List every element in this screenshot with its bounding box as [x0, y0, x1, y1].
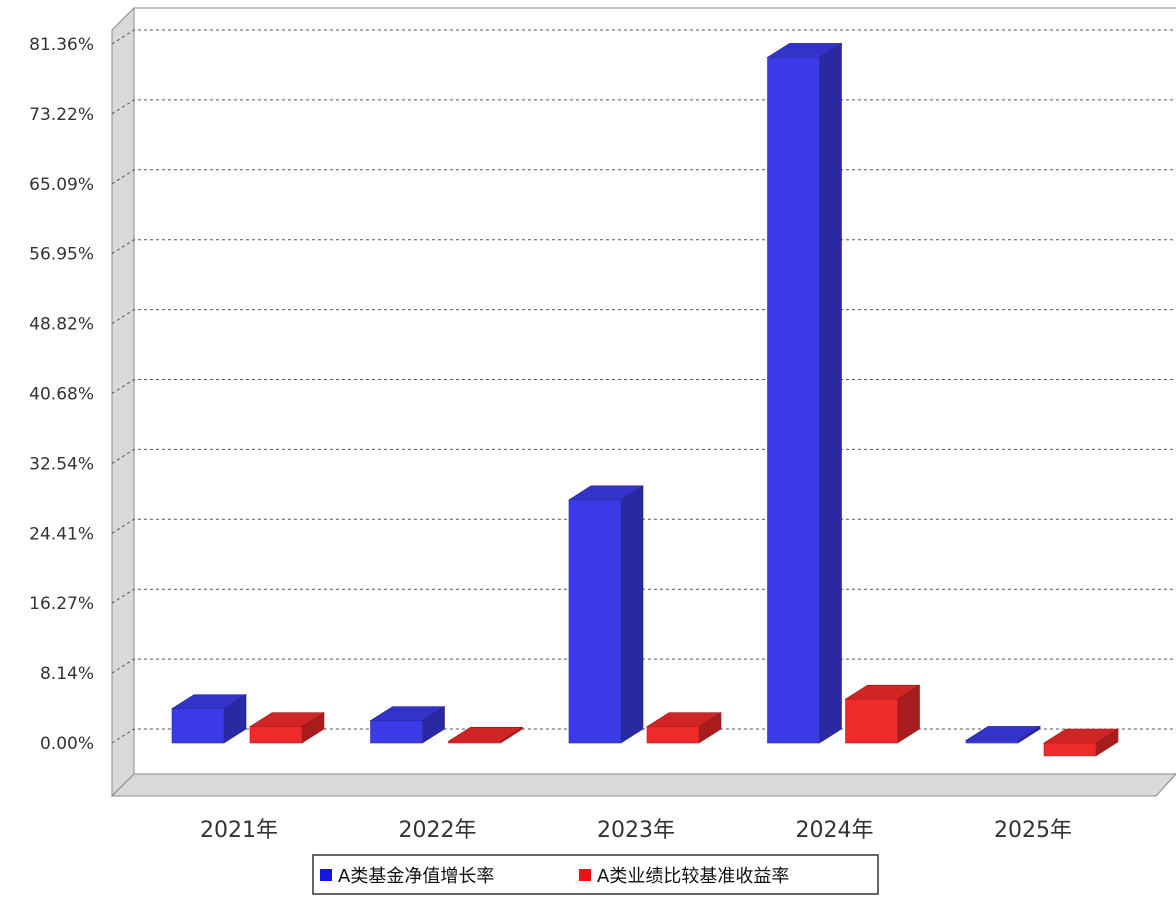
y-tick-label: 56.95%: [29, 245, 94, 265]
bar: [645, 712, 723, 744]
y-tick-label: 24.41%: [29, 524, 94, 544]
gridline: [111, 309, 1176, 325]
bar-top: [964, 726, 1042, 741]
gridline: [111, 518, 1176, 534]
bar: [964, 725, 1042, 744]
gridlines: [111, 29, 1176, 744]
bar-side: [819, 42, 842, 744]
bar-front: [171, 708, 225, 744]
x-tick-label: 2022年: [399, 818, 477, 843]
bar-front: [568, 499, 622, 744]
bar-front: [845, 698, 898, 744]
gridline: [111, 448, 1176, 464]
gridline: [111, 239, 1176, 255]
legend-swatch-series-1: [320, 869, 332, 881]
legend-label-series-2: A类业绩比较基准收益率: [597, 866, 789, 887]
x-tick-label: 2021年: [200, 818, 278, 843]
bar-front: [448, 740, 501, 744]
gridline: [111, 379, 1176, 394]
legend-label-series-1: A类基金净值增长率: [338, 866, 494, 887]
bar-front: [767, 57, 820, 744]
bar-front: [1043, 742, 1097, 757]
y-tick-label: 8.14%: [40, 664, 94, 684]
y-tick-label: 0.00%: [40, 734, 94, 754]
x-axis-labels: 2021年 2022年 2023年 2024年 2025年: [200, 818, 1072, 843]
legend-swatch-series-2: [579, 869, 591, 881]
x-tick-label: 2024年: [796, 818, 874, 843]
bar-front: [965, 740, 1019, 744]
bar-front: [370, 720, 423, 744]
y-tick-label: 16.27%: [29, 594, 94, 614]
gridline: [111, 588, 1176, 604]
y-tick-label: 48.82%: [29, 315, 94, 335]
bar: [447, 726, 524, 744]
bar: [567, 485, 645, 744]
legend: A类基金净值增长率 A类业绩比较基准收益率: [312, 854, 879, 895]
bar: [766, 42, 843, 744]
bar-side: [620, 485, 644, 744]
gridline: [111, 169, 1176, 185]
bar-front: [249, 726, 303, 744]
bar-top: [447, 726, 524, 742]
x-tick-label: 2023年: [597, 818, 675, 843]
gridline: [111, 29, 1176, 45]
gridline: [111, 99, 1176, 115]
y-tick-label: 32.54%: [29, 454, 94, 474]
y-tick-label: 65.09%: [29, 175, 94, 195]
bar: [1042, 728, 1120, 757]
bar-front: [646, 726, 700, 744]
y-axis-ticks: 0.00% 8.14% 16.27% 24.41% 32.54% 40.68% 48.82%…: [29, 35, 94, 754]
y-tick-label: 81.36%: [29, 35, 94, 55]
bars: [170, 42, 1120, 757]
y-tick-label: 73.22%: [29, 105, 94, 125]
x-tick-label: 2025年: [994, 818, 1072, 843]
left-wall: [111, 6, 135, 798]
legend-box: [312, 854, 879, 895]
y-tick-label: 40.68%: [29, 385, 94, 405]
gridline: [111, 658, 1176, 674]
floor: [110, 773, 1176, 797]
bar: [844, 684, 921, 744]
bar: [369, 706, 446, 744]
bar: [170, 694, 248, 744]
bar: [248, 712, 326, 744]
